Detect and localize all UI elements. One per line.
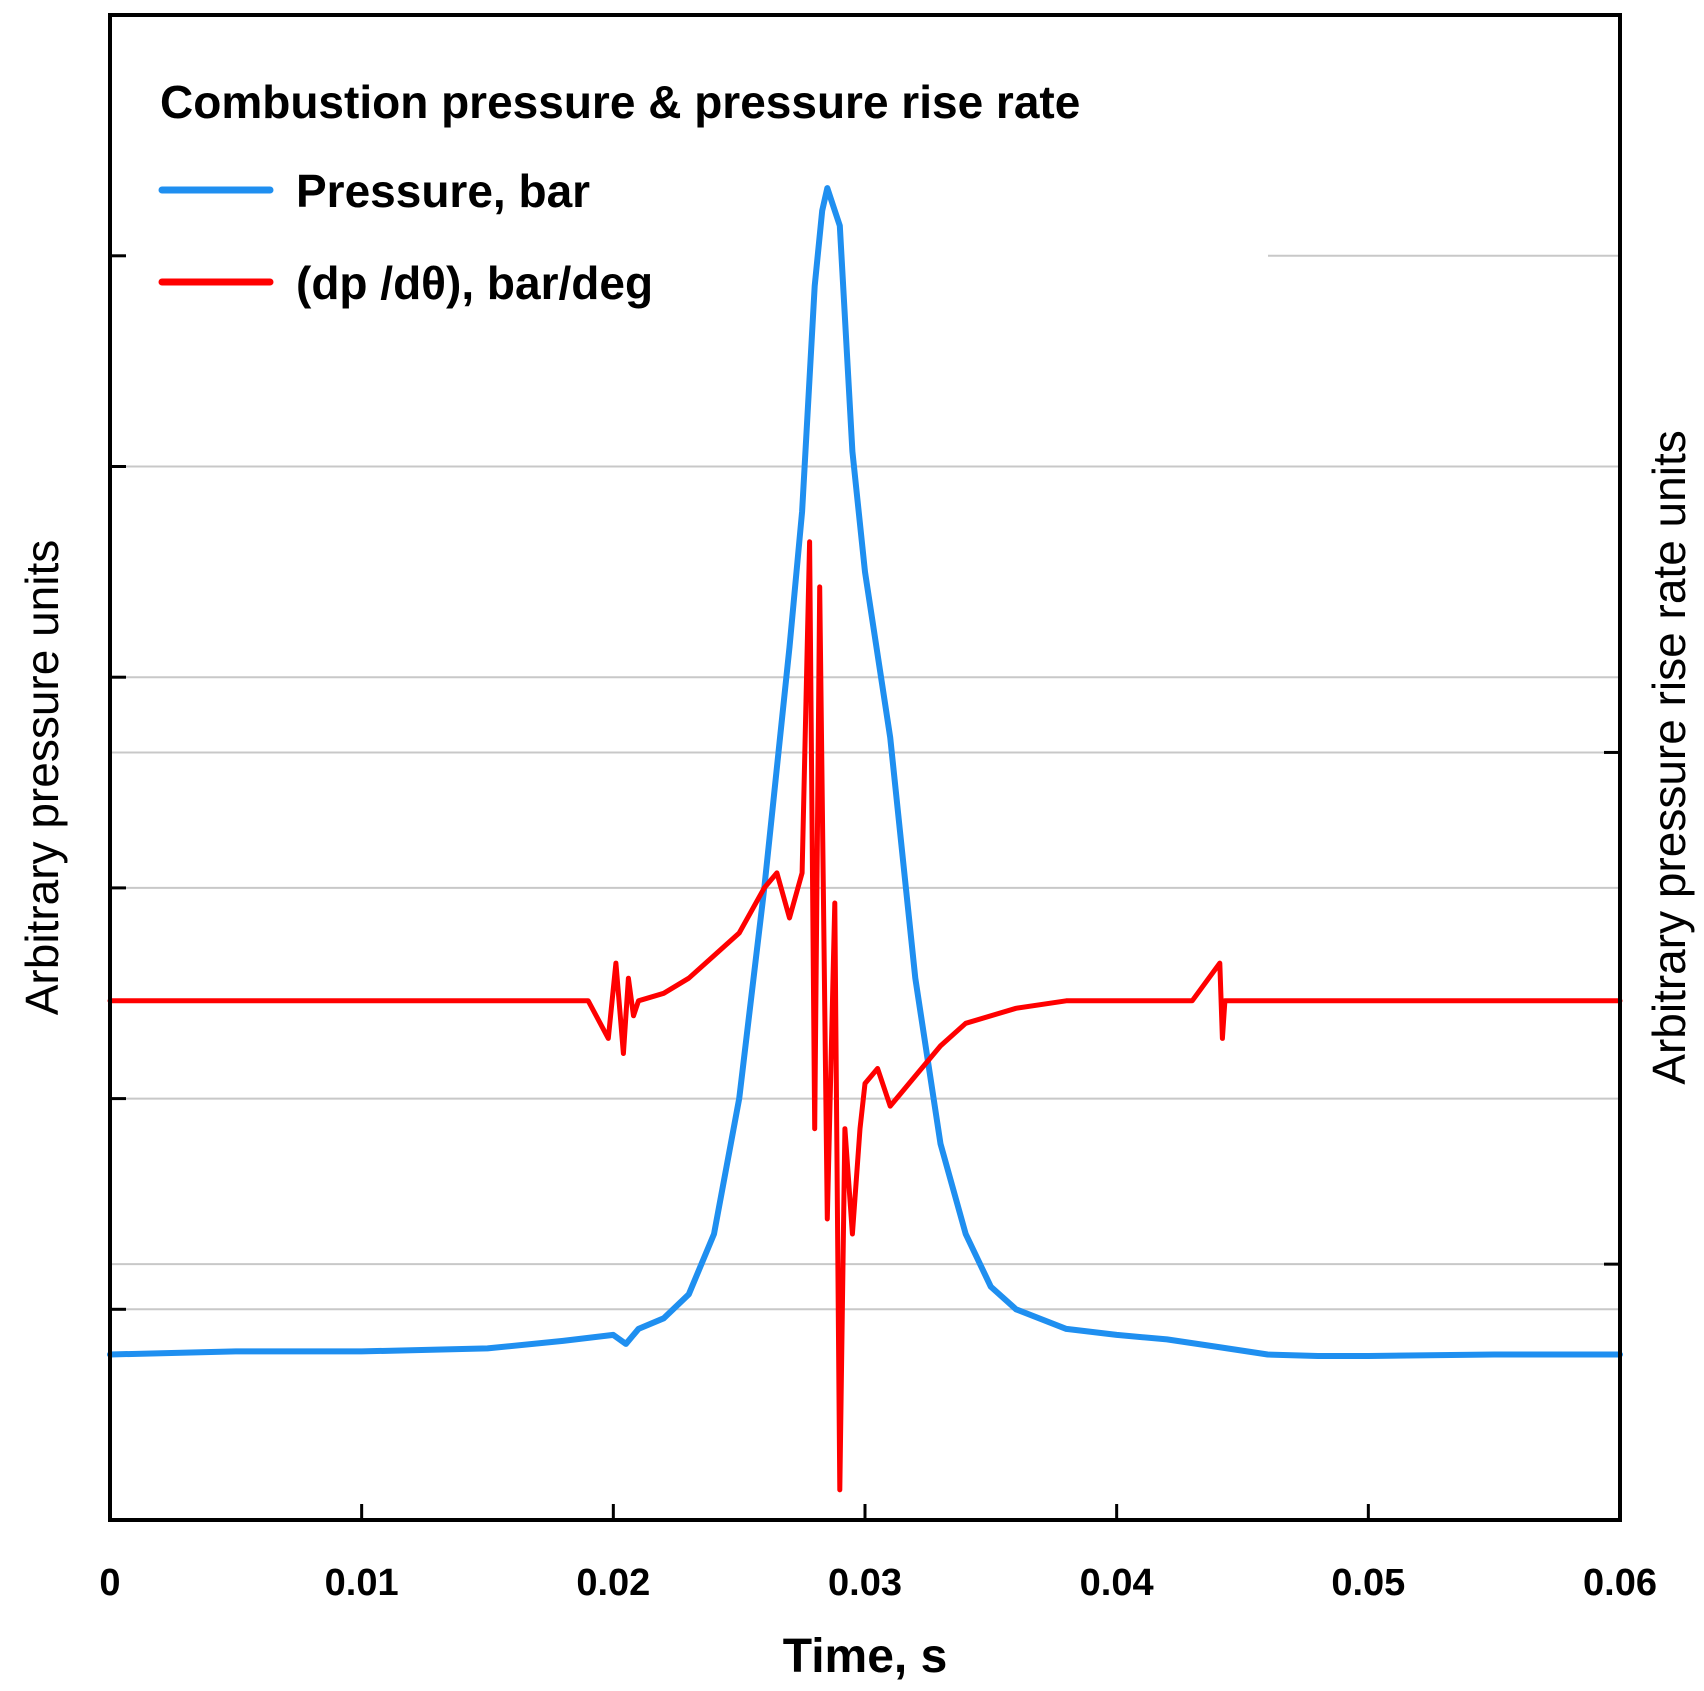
plot-frame (108, 13, 1622, 1522)
x-axis-title: Time, s (783, 1630, 948, 1683)
series-line-pressure-rise-rate (107, 539, 1623, 1493)
x-tick-label: 0 (99, 1562, 120, 1604)
gridlines (110, 254, 1620, 1311)
ticks (108, 254, 1622, 1520)
x-tick-label: 0.05 (1331, 1562, 1405, 1604)
x-tick-labels: 0 0.01 0.02 0.03 0.04 0.05 0.06 (99, 1562, 1657, 1604)
x-tick-label: 0.04 (1080, 1562, 1154, 1604)
y-right-axis-title: Arbitrary pressure rise rate units (1643, 430, 1695, 1084)
legend-title: Combustion pressure & pressure rise rate (160, 76, 1080, 128)
x-tick-label: 0.01 (325, 1562, 399, 1604)
legend-label-pressure: Pressure, bar (296, 165, 590, 217)
y-left-axis-title: Arbitrary pressure units (16, 540, 68, 1016)
legend: Combustion pressure & pressure rise rate… (158, 76, 1080, 309)
x-tick-label: 0.06 (1583, 1562, 1657, 1604)
series-group (107, 185, 1623, 1493)
legend-label-pressure-rise-rate: (dp /dθ), bar/deg (296, 257, 653, 309)
x-tick-label: 0.03 (828, 1562, 902, 1604)
x-tick-label: 0.02 (576, 1562, 650, 1604)
series-line-pressure (107, 185, 1623, 1359)
